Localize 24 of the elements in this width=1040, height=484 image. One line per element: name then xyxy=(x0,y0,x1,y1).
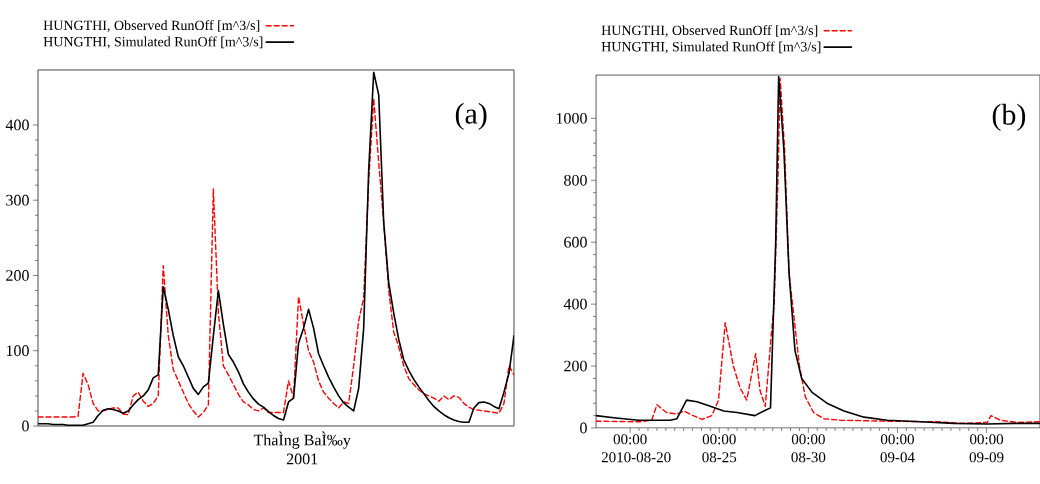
text: 2001 xyxy=(286,453,318,465)
y-tick-label: 400 xyxy=(563,298,587,310)
y-tick-label: 200 xyxy=(6,270,29,281)
y-tick-label: 0 xyxy=(22,420,29,432)
legend-label: HUNGTHI, Simulated RunOff [m^3/s] xyxy=(601,41,821,54)
legend-label: HUNGTHI, Observed RunOff [m^3/s] xyxy=(43,20,260,33)
text: (b) xyxy=(992,103,1026,131)
y-tick-label: 300 xyxy=(6,194,29,206)
y-tick-label: 0 xyxy=(580,422,587,434)
legend-label: HUNGTHI, Simulated RunOff [m^3/s] xyxy=(43,36,263,49)
x-tick-label: 00:00 2010-08-20 xyxy=(601,434,671,463)
x-axis-title: ThaÌng BaÌ‰y xyxy=(253,431,351,449)
y-tick-label: 1000 xyxy=(556,112,587,124)
y-tick-label: 600 xyxy=(564,236,587,248)
x-tick-label: 00:00 08-25 xyxy=(702,434,737,463)
y-tick-label: 800 xyxy=(564,174,587,186)
y-tick-label: 200 xyxy=(564,360,587,372)
text: (a) xyxy=(455,102,487,130)
y-tick-label: 100 xyxy=(6,345,29,357)
x-tick-label: 00:00 08-30 xyxy=(791,434,826,463)
y-tick-label: 400 xyxy=(5,119,29,131)
x-tick-label: 00:00 09-09 xyxy=(969,434,1004,463)
legend-label: HUNGTHI, Observed RunOff [m^3/s] xyxy=(601,25,818,38)
x-tick-label: 00:00 09-04 xyxy=(880,434,915,463)
